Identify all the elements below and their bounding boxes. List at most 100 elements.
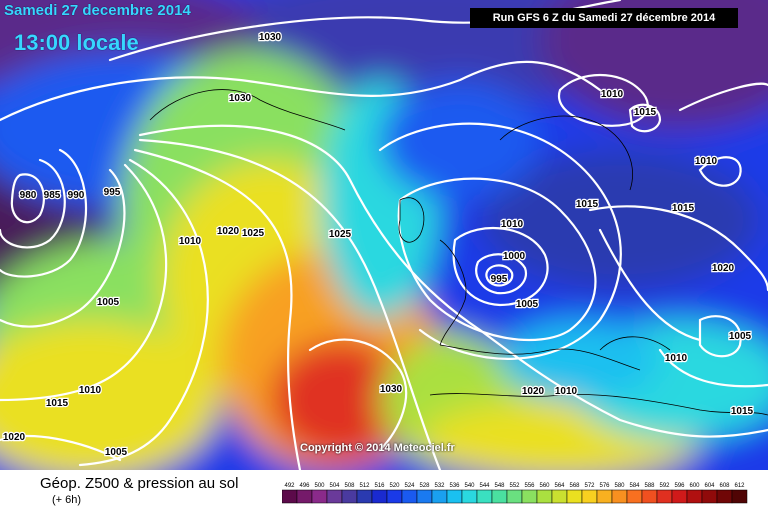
legend-swatch	[356, 489, 373, 504]
legend-swatch	[461, 489, 478, 504]
legend-tick-label: 552	[509, 483, 520, 489]
legend-tick-label: 612	[734, 483, 745, 489]
isobar-label: 1010	[695, 156, 718, 167]
legend-swatch	[611, 489, 628, 504]
legend-swatch	[371, 489, 388, 504]
legend-tick-label: 564	[554, 483, 565, 489]
legend-tick-label: 540	[464, 483, 475, 489]
isobar-line	[588, 205, 768, 292]
isobar-label: 1030	[229, 93, 252, 104]
isobar-line	[557, 73, 649, 127]
legend-tick-label: 500	[314, 483, 325, 489]
isobar-line	[0, 158, 66, 249]
footer-title: Géop. Z500 & pression au sol	[40, 475, 239, 492]
legend-tick-label: 604	[704, 483, 715, 489]
legend-swatch	[401, 489, 418, 504]
isobar-label: 1020	[712, 263, 735, 274]
legend-swatch	[641, 489, 658, 504]
isobar-line	[485, 264, 514, 287]
legend-swatch	[476, 489, 493, 504]
date-label: Samedi 27 decembre 2014	[4, 2, 191, 19]
legend-tick-label: 548	[494, 483, 505, 489]
isobar-line	[598, 228, 702, 342]
isobar-label: 1015	[731, 406, 754, 417]
isobar-label: 1020	[522, 386, 545, 397]
legend-swatch	[656, 489, 673, 504]
isobar-label: 1025	[329, 229, 352, 240]
isobar-line	[452, 226, 549, 307]
legend-swatch	[671, 489, 688, 504]
legend-swatch	[536, 489, 553, 504]
isobar-line	[138, 124, 768, 438]
run-info: Run GFS 6 Z du Samedi 27 décembre 2014	[470, 8, 738, 28]
isobar-line	[138, 138, 442, 470]
isobar-label: 1000	[503, 251, 526, 262]
isobar-label: 1010	[665, 353, 688, 364]
isobar-line	[698, 315, 742, 358]
footer-subtitle: (+ 6h)	[52, 494, 82, 506]
isobar-label: 1020	[217, 226, 240, 237]
legend-swatch	[386, 489, 403, 504]
isobar-line	[678, 82, 768, 112]
legend-tick-label: 608	[719, 483, 730, 489]
legend-tick-label: 568	[569, 483, 580, 489]
isobar-line	[378, 122, 622, 360]
legend-tick-label: 572	[584, 483, 595, 489]
legend-tick-label: 592	[659, 483, 670, 489]
isobar-label: 1010	[601, 89, 624, 100]
copyright-text: Copyright © 2014 Meteociel.fr	[300, 442, 455, 454]
isobar-line	[475, 253, 528, 295]
legend-swatch	[596, 489, 613, 504]
isobar-line	[0, 168, 126, 328]
isobar-label: 1020	[3, 432, 26, 443]
legend-swatch	[506, 489, 523, 504]
isobar-label: 1010	[179, 236, 202, 247]
isobar-label: 1015	[672, 203, 695, 214]
colour-scale-legend: 492 496 500 504 508 512 516 520 524 528 532 536 540 5…	[282, 483, 748, 504]
legend-swatch	[731, 489, 748, 504]
isobar-line	[308, 338, 408, 452]
legend-swatch	[311, 489, 328, 504]
legend-tick-label: 580	[614, 483, 625, 489]
legend-tick-label: 520	[389, 483, 400, 489]
legend-tick-label: 556	[524, 483, 535, 489]
isobar-line	[0, 148, 88, 278]
legend-tick-label: 536	[449, 483, 460, 489]
isobar-line	[0, 60, 602, 122]
legend-tick-label: 576	[599, 483, 610, 489]
isobar-label: 1015	[634, 107, 657, 118]
legend-tick-label: 544	[479, 483, 490, 489]
isobar-line	[397, 177, 597, 342]
legend-swatch	[446, 489, 463, 504]
isobar-label: 1005	[516, 299, 539, 310]
legend-tick-label: 600	[689, 483, 700, 489]
legend-swatch	[521, 489, 538, 504]
legend-tick-label: 588	[644, 483, 655, 489]
legend-swatch	[296, 489, 313, 504]
isobar-label: 1005	[729, 331, 752, 342]
isobar-label: 995	[491, 274, 508, 285]
legend-swatch	[431, 489, 448, 504]
isobar-label: 1030	[259, 32, 282, 43]
legend-swatch	[326, 489, 343, 504]
isobar-label: 985	[44, 190, 61, 201]
isobar-line	[78, 158, 209, 467]
isobar-line	[628, 103, 662, 133]
legend-tick-label: 528	[419, 483, 430, 489]
legend-tick-label: 508	[344, 483, 355, 489]
legend-swatch	[626, 489, 643, 504]
isobar-label: 990	[68, 190, 85, 201]
isobar-line	[0, 163, 168, 402]
isobar-label: 1015	[576, 199, 599, 210]
legend-swatch	[416, 489, 433, 504]
isobar-label: 1010	[555, 386, 578, 397]
isobar-label: 1010	[79, 385, 102, 396]
isobar-line	[0, 434, 122, 462]
legend-tick-label: 496	[299, 483, 310, 489]
isobar-label: 980	[20, 190, 37, 201]
legend-swatch	[716, 489, 733, 504]
legend-tick-label: 516	[374, 483, 385, 489]
isobar-label: 1030	[380, 384, 403, 395]
legend-tick-label: 504	[329, 483, 340, 489]
legend-tick-label: 492	[284, 483, 295, 489]
